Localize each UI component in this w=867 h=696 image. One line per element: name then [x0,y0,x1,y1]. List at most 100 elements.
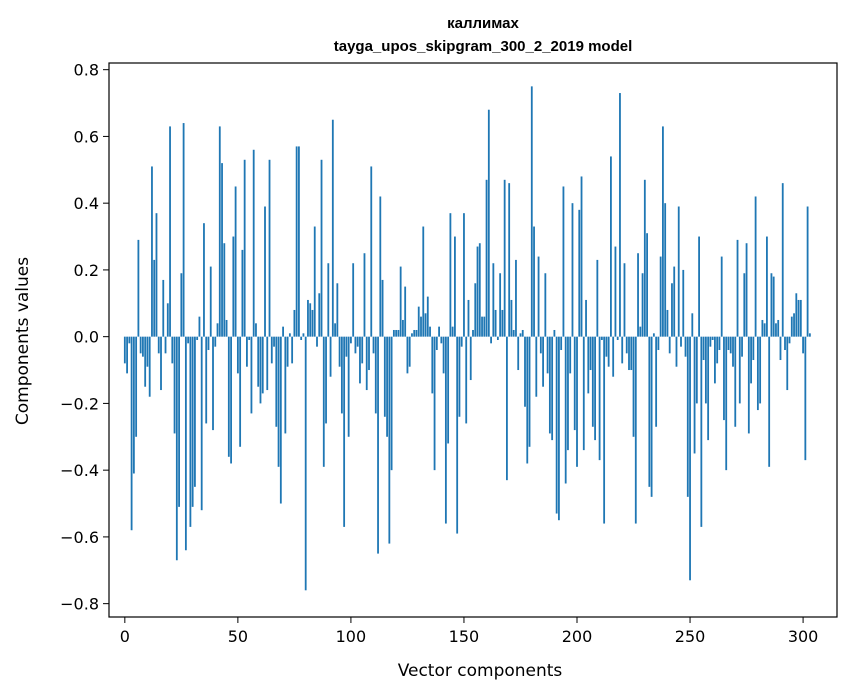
bar [673,266,676,337]
bar [585,299,587,337]
bar [184,336,187,551]
bar [795,293,798,337]
bar [320,159,323,337]
bar [338,336,341,367]
bar [175,336,178,561]
bar [169,126,171,337]
bar [216,323,219,337]
bar [128,336,131,344]
x-tick-label: 250 [675,627,706,646]
bar [594,336,596,441]
bars-group [123,86,811,591]
bar [632,336,635,437]
bar [659,256,662,337]
bar [510,299,513,337]
bar [246,336,248,367]
bar [628,336,630,371]
plot-frame [108,62,838,618]
bar [239,336,242,447]
bar [702,336,705,361]
bar [264,206,266,337]
bar [503,179,506,337]
bar [750,336,752,384]
bar [187,336,190,344]
bar [406,336,409,374]
bar [336,283,339,337]
bar [808,333,811,337]
bar [166,303,169,337]
bar [616,336,619,340]
bar [551,336,554,441]
bar [194,336,196,487]
y-tick-label: 0.6 [74,127,99,146]
bar [293,309,296,337]
bar [704,336,707,404]
bar [512,329,515,337]
bar [273,336,275,347]
bar [799,299,802,337]
bar [417,306,420,337]
bar [720,256,723,337]
bar [779,336,782,361]
bar [399,266,402,337]
bar [368,336,370,371]
bar [379,196,382,337]
bar [449,213,452,337]
bar [395,329,398,337]
bar [639,326,642,337]
bar [207,336,210,351]
bar [151,166,153,337]
y-tick-label: 0.2 [74,261,99,280]
bar [650,336,653,497]
bar [558,336,560,521]
bar [255,323,257,337]
bar [623,263,626,337]
bar [508,183,511,337]
bar [519,333,522,337]
bar [569,336,572,374]
bar [567,336,569,451]
bar [234,186,237,337]
bar [257,336,260,387]
bar [775,323,777,337]
bar [745,243,748,337]
bar [241,249,244,337]
bar [483,316,486,337]
bar [359,336,361,384]
bar [763,323,766,337]
bar [123,336,126,364]
bar [460,336,463,347]
bar [424,313,427,337]
bar [214,336,217,347]
bar [485,179,488,337]
bar [302,333,305,337]
bar [209,266,212,337]
bar [282,326,284,337]
bar [693,336,696,454]
bar [515,259,517,337]
bar [684,336,687,357]
bar [284,336,287,434]
bar [205,336,208,424]
bar [607,336,610,367]
bar [492,263,495,337]
bar [454,236,456,337]
y-tick-label: −0.2 [60,394,99,413]
bar [420,316,422,337]
bar [517,336,520,371]
bar [754,196,757,337]
bar [250,336,253,414]
bar [433,336,436,471]
bar [381,279,384,337]
bar [643,179,646,337]
bar [345,336,348,357]
y-tick-label: 0.0 [74,328,99,347]
bar [243,159,246,337]
bar [802,336,804,354]
bar [530,86,533,337]
bar [426,296,429,337]
bar [212,336,214,431]
bar [316,336,318,347]
bar [429,326,431,337]
bar [148,336,151,397]
